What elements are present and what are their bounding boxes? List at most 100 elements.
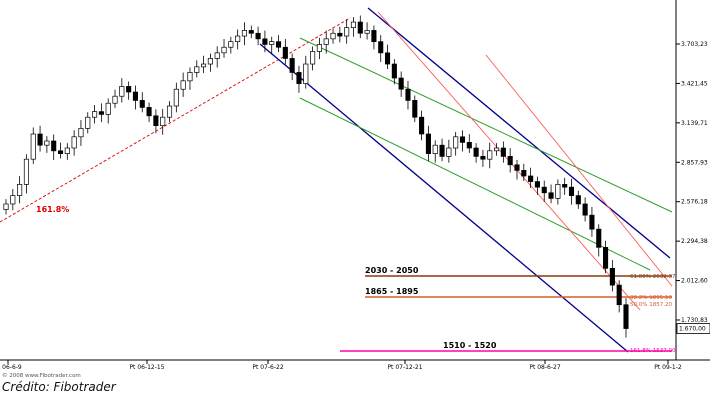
candle-body bbox=[153, 115, 159, 126]
candle-body bbox=[378, 41, 384, 54]
candle-body bbox=[439, 144, 445, 157]
candle-body bbox=[575, 195, 581, 205]
candle-body bbox=[269, 41, 275, 45]
red-dotted-trendline bbox=[0, 17, 351, 223]
blue-channel-upper bbox=[367, 7, 671, 259]
candle-body bbox=[609, 267, 615, 286]
candle-body bbox=[596, 228, 602, 248]
x-tick-label: Pt 07-12-21 bbox=[387, 364, 422, 371]
candle-body bbox=[241, 30, 248, 37]
candle-body bbox=[303, 63, 309, 84]
candle-body bbox=[85, 116, 91, 129]
candle-body bbox=[119, 86, 125, 97]
y-tick-label: 3.139,71 bbox=[681, 120, 708, 127]
candle-body bbox=[459, 136, 466, 143]
candle-body bbox=[364, 30, 370, 34]
x-tick-label: Pt 09-1-2 bbox=[654, 364, 682, 371]
candle-body bbox=[282, 46, 288, 59]
y-tick-label: 2.576,18 bbox=[681, 199, 708, 206]
candle-body bbox=[357, 21, 363, 34]
zone-fib-label: 38.2% 1895.10 bbox=[630, 295, 672, 301]
candle-body bbox=[405, 88, 411, 101]
candle-body bbox=[23, 158, 29, 185]
candle-body bbox=[432, 144, 438, 154]
last-price-box bbox=[676, 323, 710, 334]
candle-body bbox=[316, 44, 322, 52]
candle-body bbox=[466, 142, 472, 149]
candle-body bbox=[528, 175, 534, 182]
y-tick-label: 1.730,83 bbox=[681, 317, 708, 324]
candle-body bbox=[160, 116, 166, 126]
candle-body bbox=[446, 147, 452, 157]
y-tick-label: 2.857,93 bbox=[681, 159, 708, 166]
zone-fib-label: 61.80% 2032.37 bbox=[630, 274, 676, 280]
candle-body bbox=[10, 195, 16, 205]
candle-body bbox=[92, 111, 98, 118]
zone-label: 2030 - 2050 bbox=[365, 266, 419, 275]
candle-body bbox=[51, 140, 57, 152]
candle-body bbox=[623, 304, 629, 329]
candle-body bbox=[350, 21, 357, 29]
y-tick-label: 2.012,60 bbox=[681, 278, 708, 285]
candle-body bbox=[391, 63, 397, 79]
x-tick-label: Pt 06-12-15 bbox=[129, 364, 164, 371]
candle-body bbox=[187, 72, 193, 82]
candle-body bbox=[248, 30, 254, 34]
candle-body bbox=[453, 136, 459, 149]
candle-body bbox=[521, 170, 527, 177]
candle-body bbox=[180, 80, 186, 90]
candle-body bbox=[514, 164, 520, 171]
candle-body bbox=[112, 95, 118, 104]
candle-body bbox=[57, 150, 64, 154]
candle-body bbox=[228, 41, 234, 48]
x-tick-label: Pt 06-6-9 bbox=[0, 364, 22, 371]
candle-body bbox=[541, 186, 547, 194]
candle-body bbox=[425, 133, 431, 154]
candle-body bbox=[568, 186, 575, 196]
candle-body bbox=[296, 72, 302, 84]
candle-body bbox=[398, 77, 404, 90]
green-channel-upper bbox=[299, 37, 673, 213]
candle-body bbox=[105, 102, 111, 115]
candle-body bbox=[500, 147, 506, 157]
candle-body bbox=[194, 66, 200, 73]
last-price-label: 1.670,00 bbox=[679, 326, 706, 333]
candle-body bbox=[64, 147, 70, 154]
green-channel-lower bbox=[299, 97, 651, 271]
candle-body bbox=[132, 91, 139, 101]
candle-body bbox=[589, 214, 595, 230]
candle-body bbox=[534, 181, 540, 188]
x-tick-label: Pt 07-6-22 bbox=[252, 364, 283, 371]
zone-label: 1510 - 1520 bbox=[443, 341, 497, 350]
candle-body bbox=[3, 203, 9, 210]
candle-body bbox=[37, 133, 43, 146]
candle-body bbox=[78, 128, 84, 138]
red-channel-lower bbox=[485, 54, 673, 287]
candle-body bbox=[146, 107, 152, 117]
y-tick-label: 3.421,45 bbox=[681, 80, 708, 87]
candle-body bbox=[616, 284, 622, 306]
credit-text: Crédito: Fibotrader bbox=[2, 380, 116, 394]
candle-body bbox=[17, 184, 23, 196]
candle-body bbox=[555, 184, 561, 199]
candle-body bbox=[173, 88, 179, 107]
candles bbox=[3, 15, 629, 338]
zone-label: 1865 - 1895 bbox=[365, 287, 419, 296]
candle-body bbox=[548, 192, 554, 199]
candle-body bbox=[337, 32, 343, 37]
candle-body bbox=[126, 86, 132, 93]
y-tick-label: 2.294,38 bbox=[681, 238, 708, 245]
zone-fib-label: 161.8% 1537.00 bbox=[630, 348, 676, 354]
candle-body bbox=[330, 32, 336, 40]
candle-body bbox=[139, 100, 145, 108]
candle-body bbox=[310, 51, 316, 65]
y-tick-label: 3.703,23 bbox=[681, 41, 708, 48]
watermark-text: © 2008 www.Fibotrader.com bbox=[2, 372, 81, 379]
candle-body bbox=[221, 46, 227, 54]
candle-body bbox=[214, 52, 220, 59]
candle-body bbox=[384, 52, 391, 65]
candle-body bbox=[44, 140, 50, 146]
candle-body bbox=[262, 38, 268, 45]
